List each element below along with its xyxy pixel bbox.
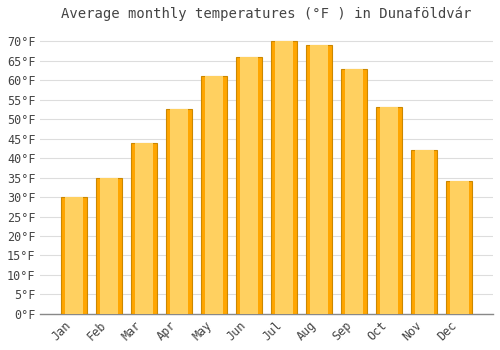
Bar <box>236 57 262 314</box>
Bar <box>446 181 472 314</box>
Bar <box>135 142 154 314</box>
Bar <box>341 69 367 314</box>
Bar <box>271 41 297 314</box>
Bar <box>170 110 188 314</box>
Bar <box>345 69 364 314</box>
Title: Average monthly temperatures (°F ) in Dunaföldvár: Average monthly temperatures (°F ) in Du… <box>62 7 472 21</box>
Bar <box>310 45 328 314</box>
Bar <box>131 142 157 314</box>
Bar <box>450 181 468 314</box>
Bar <box>411 150 438 314</box>
Bar <box>376 107 402 314</box>
Bar <box>65 197 83 314</box>
Bar <box>240 57 258 314</box>
Bar <box>166 110 192 314</box>
Bar <box>201 76 228 314</box>
Bar <box>96 177 122 314</box>
Bar <box>415 150 434 314</box>
Bar <box>275 41 293 314</box>
Bar <box>100 177 118 314</box>
Bar <box>61 197 87 314</box>
Bar <box>205 76 224 314</box>
Bar <box>306 45 332 314</box>
Bar <box>380 107 398 314</box>
